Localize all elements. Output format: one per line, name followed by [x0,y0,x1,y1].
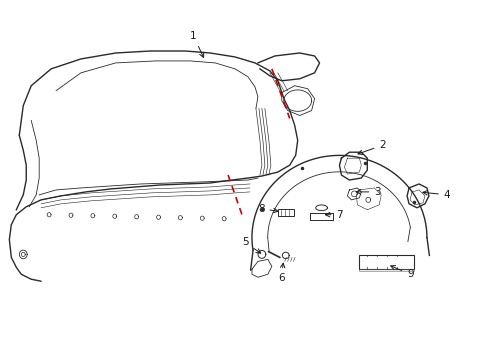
Text: 9: 9 [390,266,413,279]
Text: 1: 1 [190,31,203,58]
Text: 5: 5 [242,238,260,253]
Bar [359,269,413,271]
Text: 6: 6 [277,263,284,283]
Text: 2: 2 [357,140,385,154]
Text: 4: 4 [422,190,449,200]
Text: 7: 7 [325,210,343,220]
Bar [359,255,413,269]
Bar [277,209,293,216]
Text: 8: 8 [257,204,277,214]
Text: 3: 3 [356,187,380,197]
